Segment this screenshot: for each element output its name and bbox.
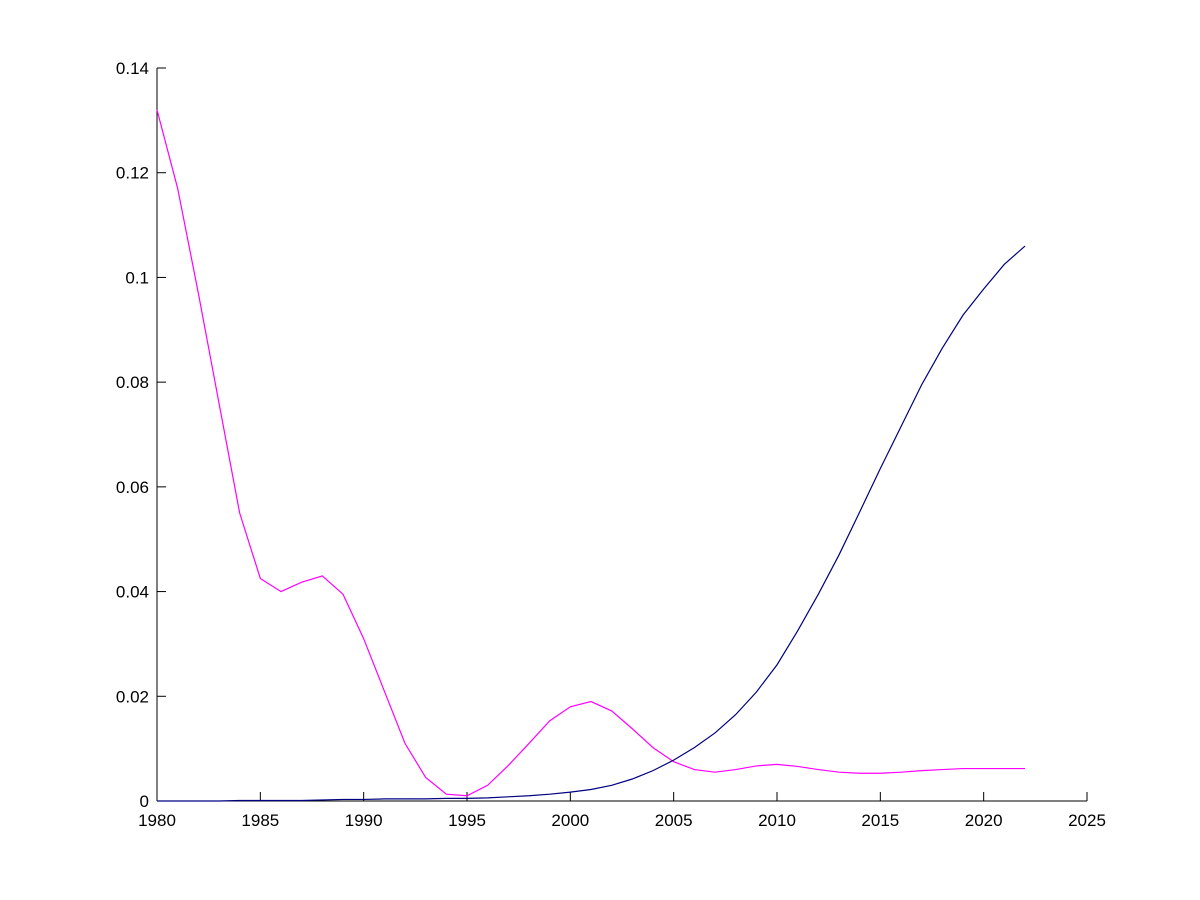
- x-tick-label: 2020: [965, 811, 1003, 830]
- y-tick-label: 0.12: [116, 164, 149, 183]
- x-tick-label: 2015: [861, 811, 899, 830]
- line-series: [156, 109, 1025, 797]
- x-tick-label: 2005: [655, 811, 693, 830]
- x-tick-label: 2000: [551, 811, 589, 830]
- y-tick-label: 0.02: [116, 687, 149, 706]
- x-tick-label: 1980: [138, 811, 176, 830]
- y-tick-label: 0: [140, 792, 149, 811]
- x-tick-label: 1985: [241, 811, 279, 830]
- y-tick-label: 0.14: [116, 59, 149, 78]
- y-tick-label: 0.04: [116, 583, 149, 602]
- line-series: [157, 245, 1026, 802]
- y-tick-label: 0.06: [116, 478, 149, 497]
- x-tick-label: 1995: [448, 811, 486, 830]
- x-tick-label: 1990: [345, 811, 383, 830]
- y-tick-label: 0.08: [116, 373, 149, 392]
- x-tick-label: 2010: [758, 811, 796, 830]
- y-tick-label: 0.1: [125, 268, 149, 287]
- x-tick-label: 2025: [1068, 811, 1106, 830]
